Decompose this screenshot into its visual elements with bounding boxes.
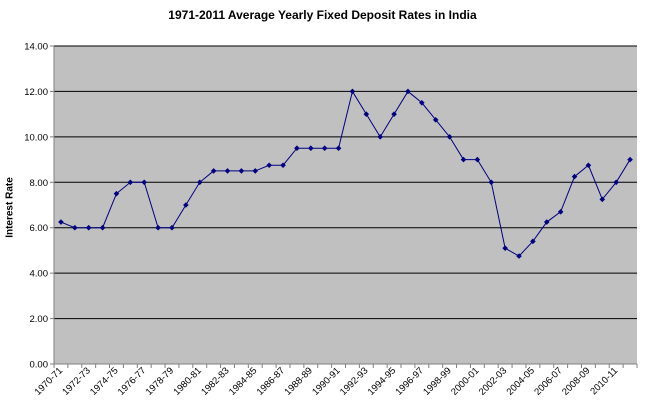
data-point — [321, 145, 328, 152]
x-tick-label: 1988-89 — [282, 365, 314, 397]
data-point — [571, 173, 578, 180]
data-point — [557, 209, 564, 215]
data-point — [349, 88, 356, 95]
plot-area — [54, 46, 637, 364]
data-point — [516, 253, 522, 259]
x-tick-label: 1976-77 — [116, 365, 148, 397]
y-tick-label: 2.00 — [30, 314, 49, 325]
data-point — [446, 134, 453, 140]
data-point — [335, 145, 342, 152]
data-point — [613, 179, 619, 186]
x-tick-label: 1986-87 — [255, 365, 287, 397]
series-line — [60, 90, 631, 257]
y-tick-label: 6.00 — [30, 223, 49, 234]
data-point — [488, 179, 495, 186]
data-point — [99, 224, 106, 231]
x-tick-label: 2008-09 — [560, 365, 592, 397]
x-tick-label: 2000-01 — [449, 365, 481, 397]
data-point — [474, 156, 481, 163]
x-tick-label: 2004-05 — [505, 365, 537, 397]
chart-title: 1971-2011 Average Yearly Fixed Deposit R… — [168, 8, 477, 22]
data-point — [58, 219, 64, 225]
data-point — [307, 145, 314, 152]
x-tick-label: 2010-11 — [588, 365, 620, 397]
data-point — [85, 224, 92, 231]
x-tick-label: 1978-79 — [144, 365, 176, 397]
data-point — [210, 168, 217, 174]
data-point — [266, 162, 272, 169]
data-point — [599, 196, 606, 203]
data-point — [238, 168, 245, 174]
x-tick-label: 1990-91 — [310, 365, 342, 397]
data-point — [627, 156, 633, 163]
data-point — [252, 168, 259, 174]
data-point — [432, 117, 439, 123]
x-tick-label: 1974-75 — [88, 365, 120, 397]
y-tick-label: 0.00 — [30, 360, 49, 371]
data-point — [530, 238, 536, 245]
data-point — [363, 111, 370, 117]
data-point — [141, 179, 148, 186]
y-tick-label: 8.00 — [30, 178, 49, 189]
data-point — [183, 202, 189, 208]
x-tick-label: 2006-07 — [532, 365, 564, 397]
data-point — [391, 111, 397, 117]
data-point — [72, 224, 78, 231]
data-point — [224, 168, 231, 174]
x-tick-label: 2002-03 — [477, 365, 509, 397]
data-point — [377, 134, 384, 140]
x-tick-label: 1998-99 — [421, 365, 453, 397]
data-point — [585, 162, 592, 169]
x-tick-label: 1972-73 — [60, 365, 92, 397]
data-point — [155, 224, 161, 231]
data-point — [113, 190, 120, 197]
data-point — [502, 245, 508, 251]
x-tick-label: 1996-97 — [394, 365, 426, 397]
x-tick-label: 1982-83 — [199, 365, 231, 397]
data-point — [169, 224, 175, 231]
data-point — [460, 156, 467, 163]
x-tick-label: 1994-95 — [366, 365, 398, 397]
x-tick-label: 1984-85 — [227, 365, 259, 397]
x-tick-label: 1992-93 — [338, 365, 370, 397]
data-point — [543, 219, 550, 225]
x-tick-label: 1980-81 — [171, 365, 203, 397]
data-point — [196, 179, 203, 186]
data-point — [127, 179, 134, 186]
data-point — [294, 145, 300, 152]
data-point — [405, 88, 411, 95]
data-point — [280, 162, 286, 169]
y-tick-label: 4.00 — [30, 269, 49, 280]
y-tick-label: 12.00 — [24, 87, 48, 98]
data-point — [419, 99, 425, 106]
y-tick-label: 14.00 — [24, 42, 48, 53]
y-tick-label: 10.00 — [24, 132, 48, 143]
